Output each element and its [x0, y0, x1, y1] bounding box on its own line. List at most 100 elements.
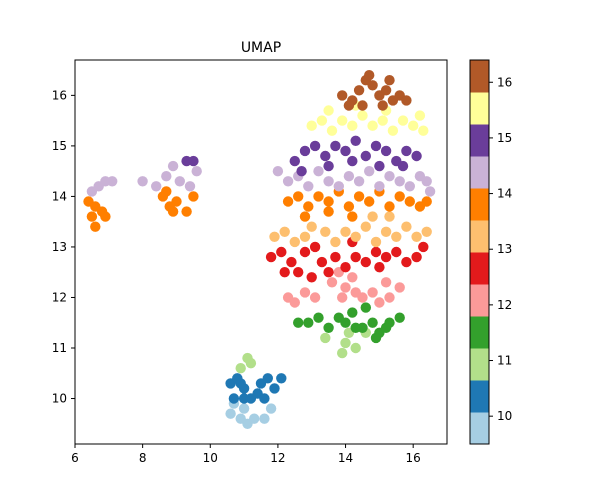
x-tick-label: 12 [270, 451, 285, 465]
scatter-point [347, 272, 358, 283]
scatter-point [286, 256, 297, 268]
colorbar-segment [470, 284, 489, 317]
scatter-point [401, 145, 412, 157]
scatter-point [313, 166, 324, 177]
scatter-point [326, 125, 338, 136]
scatter-point [269, 383, 280, 394]
scatter-point [259, 413, 270, 424]
y-tick-label: 14 [52, 189, 67, 203]
scatter-point [316, 256, 328, 268]
x-tick-label: 14 [338, 451, 353, 465]
colorbar-tick-label: 16 [497, 75, 512, 89]
scatter-point [350, 322, 361, 333]
scatter-point [303, 317, 314, 328]
scatter-point [313, 312, 324, 323]
scatter-point [323, 322, 334, 333]
scatter-point [303, 181, 314, 192]
scatter-point [380, 322, 392, 333]
scatter-point [167, 160, 179, 172]
scatter-point [377, 100, 388, 111]
scatter-point [343, 201, 355, 212]
scatter-point [394, 176, 405, 187]
scatter-point [350, 342, 361, 354]
scatter-point [191, 166, 202, 177]
y-axis: 10 11 12 13 14 15 16 [52, 88, 75, 406]
scatter-point [309, 140, 321, 152]
scatter-point [367, 80, 378, 91]
scatter-point [100, 211, 111, 222]
scatter-point [404, 196, 415, 207]
scatter-point [303, 201, 314, 212]
x-axis: 6 8 10 12 14 16 [71, 444, 421, 465]
scatter-point [265, 403, 277, 414]
scatter-point [299, 145, 311, 157]
scatter-point [276, 246, 287, 258]
scatter-point [364, 70, 375, 81]
colorbar-segment [470, 252, 489, 285]
scatter-point [333, 181, 344, 192]
scatter-point [367, 211, 378, 222]
scatter-point [380, 251, 392, 263]
scatter-point [299, 211, 311, 222]
scatter-point [151, 181, 162, 192]
scatter-point [367, 287, 378, 298]
scatter-point [279, 226, 290, 237]
y-tick-label: 15 [52, 139, 67, 153]
scatter-point [262, 373, 273, 384]
x-tick-label: 6 [71, 451, 79, 465]
scatter-point [370, 332, 382, 344]
scatter-point [330, 236, 341, 248]
scatter-point [306, 221, 317, 232]
scatter-point [357, 110, 368, 121]
y-tick-label: 11 [52, 341, 67, 355]
scatter-point [397, 160, 409, 172]
scatter-point [225, 408, 236, 419]
scatter-point [265, 251, 277, 263]
scatter-point [350, 251, 361, 263]
scatter-point [418, 241, 429, 253]
colorbar-segment [470, 220, 489, 253]
scatter-point [367, 120, 378, 131]
scatter-point [90, 221, 101, 232]
scatter-point [337, 347, 348, 359]
scatter-point [137, 176, 148, 187]
colorbar: 10 11 12 13 14 15 16 [469, 59, 512, 445]
scatter-point [380, 145, 392, 157]
scatter-point [337, 292, 348, 303]
scatter-point [320, 332, 331, 344]
scatter-point [337, 90, 348, 101]
scatter-point [171, 196, 182, 207]
scatter-point [374, 262, 385, 273]
scatter-point [249, 413, 260, 424]
scatter-point [343, 171, 355, 182]
scatter-point [421, 196, 432, 207]
scatter-point [235, 363, 246, 374]
scatter-point [167, 206, 179, 217]
scatter-point [279, 267, 290, 278]
scatter-point [384, 211, 395, 222]
colorbar-segment [470, 380, 489, 413]
scatter-point [404, 181, 415, 192]
colorbar-segment [470, 412, 489, 445]
colorbar-tick-label: 12 [497, 298, 512, 312]
scatter-point [340, 317, 351, 328]
scatter-point [340, 145, 351, 157]
scatter-point [289, 236, 300, 248]
scatter-point [259, 393, 270, 404]
scatter-point [299, 231, 311, 242]
scatter-point [299, 246, 311, 258]
scatter-point [337, 115, 348, 126]
scatter-point [347, 155, 358, 167]
scatter-point [323, 105, 334, 116]
scatter-point [323, 196, 334, 207]
scatter-point [347, 307, 358, 318]
scatter-point [340, 337, 351, 349]
scatter-point [330, 251, 341, 263]
scatter-point [360, 302, 371, 313]
scatter-point [306, 272, 317, 283]
scatter-point [245, 358, 257, 369]
scatter-point [374, 160, 385, 172]
scatter-point [394, 191, 405, 202]
scatter-point [357, 100, 368, 111]
